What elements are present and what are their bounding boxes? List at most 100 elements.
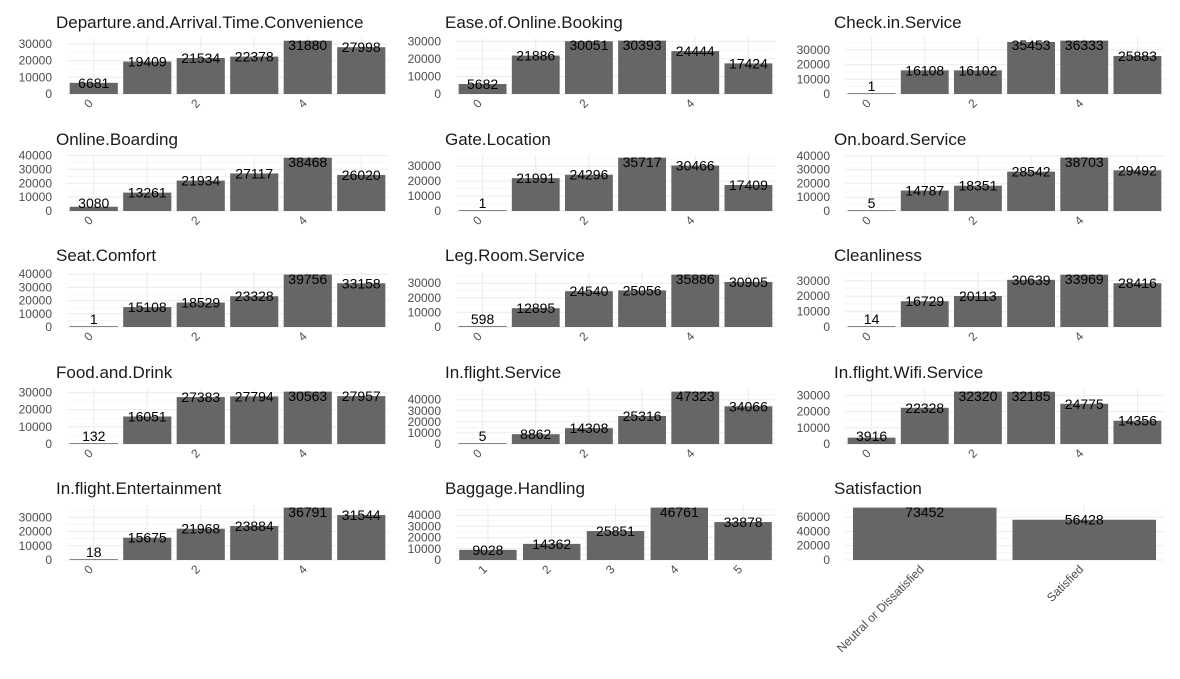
- x-tick-label: 2: [188, 213, 203, 228]
- y-tick-label: 0: [823, 437, 830, 451]
- x-tick-label: 4: [295, 329, 310, 344]
- bar-3: [618, 40, 667, 94]
- x-tick-label: 4: [667, 562, 682, 577]
- x-tick-label: 2: [188, 562, 203, 577]
- bar-3: [1007, 279, 1056, 327]
- y-tick-label: 30000: [19, 386, 53, 400]
- bar-4: [1060, 403, 1109, 444]
- y-tick-label: 30000: [408, 34, 442, 48]
- panel-title: In.flight.Service: [445, 363, 561, 382]
- panel-2: Ease.of.Online.Booking 0 10000 20000 30000 56…: [408, 13, 775, 111]
- bar-2: [176, 180, 225, 211]
- y-tick-label: 40000: [19, 149, 53, 163]
- bar-value-label: 73452: [905, 504, 944, 520]
- bar-0: [69, 206, 118, 211]
- x-tick-label: 2: [188, 329, 203, 344]
- bar-0: [458, 210, 507, 211]
- bar-value-label: 27957: [342, 388, 381, 404]
- panel-title: Check.in.Service: [834, 13, 962, 32]
- bar-5: [724, 63, 773, 94]
- bar-value-label: 38703: [1065, 154, 1104, 170]
- bar-5: [714, 522, 772, 560]
- bar-value-label: 33878: [724, 514, 763, 530]
- bar-4: [283, 274, 332, 327]
- panel-title: On.board.Service: [834, 130, 966, 149]
- x-tick-label: 4: [295, 213, 310, 228]
- bar-value-label: 5: [479, 428, 487, 444]
- bar-value-label: 36333: [1065, 37, 1104, 53]
- bar-value-label: 23328: [235, 288, 274, 304]
- y-tick-label: 20000: [408, 291, 442, 305]
- bar-value-label: 31544: [342, 507, 381, 523]
- x-tick-label: 4: [1072, 329, 1087, 344]
- panel-title: Food.and.Drink: [56, 363, 173, 382]
- x-tick-label: 4: [1072, 213, 1087, 228]
- bar-value-label: 19409: [128, 54, 167, 70]
- bar-5: [337, 396, 386, 444]
- bar-4: [1060, 274, 1109, 327]
- bar-value-label: 34066: [729, 398, 768, 414]
- bar-value-label: 3080: [78, 195, 109, 211]
- bar-1: [511, 178, 560, 211]
- y-tick-label: 0: [823, 87, 830, 101]
- bar-3: [230, 525, 279, 560]
- y-tick-label: 10000: [19, 539, 53, 553]
- x-tick-label: Satisfied: [1044, 562, 1086, 604]
- bar-3: [618, 157, 667, 211]
- bar-value-label: 35717: [623, 154, 662, 170]
- x-tick-label: 0: [470, 446, 485, 461]
- bar-value-label: 6681: [78, 75, 109, 91]
- y-tick-label: 60000: [797, 510, 831, 524]
- y-tick-label: 30000: [797, 163, 831, 177]
- x-tick-label: 3: [603, 562, 618, 577]
- bar-4: [1060, 157, 1109, 211]
- y-tick-label: 0: [434, 204, 441, 218]
- bar-value-label: 30051: [569, 37, 608, 53]
- bar-2: [176, 397, 225, 444]
- y-tick-label: 10000: [19, 420, 53, 434]
- x-tick-label: 2: [576, 96, 591, 111]
- bar-0: [69, 326, 118, 327]
- bar-value-label: 24296: [569, 167, 608, 183]
- bar-3: [1007, 171, 1056, 211]
- panel-1: Departure.and.Arrival.Time.Convenience 0 1…: [19, 13, 388, 111]
- bar-value-label: 21968: [181, 521, 220, 537]
- y-tick-label: 10000: [797, 305, 831, 319]
- x-tick-label: 2: [965, 329, 980, 344]
- y-tick-label: 10000: [797, 72, 831, 86]
- y-tick-label: 10000: [797, 190, 831, 204]
- bar-value-label: 14308: [569, 420, 608, 436]
- y-tick-label: 30000: [19, 510, 53, 524]
- x-tick-label: 2: [965, 96, 980, 111]
- bar-4: [283, 157, 332, 211]
- bar-0: [458, 443, 507, 444]
- bar-value-label: 13261: [128, 185, 167, 201]
- y-tick-label: 10000: [408, 542, 442, 556]
- x-tick-label: 0: [859, 329, 874, 344]
- x-tick-label: 0: [859, 213, 874, 228]
- bar-2: [953, 70, 1002, 94]
- bar-2: [953, 296, 1002, 327]
- bar-value-label: 26020: [342, 167, 381, 183]
- bar-3: [230, 56, 279, 94]
- y-tick-label: 0: [823, 553, 830, 567]
- bar-value-label: 5: [868, 195, 876, 211]
- bar-1: [900, 70, 949, 94]
- bar-5: [337, 174, 386, 211]
- panel-title: Baggage.Handling: [445, 479, 585, 498]
- bar-3: [230, 396, 279, 444]
- x-tick-label: 0: [81, 213, 96, 228]
- bar-value-label: 1: [868, 78, 876, 94]
- y-tick-label: 30000: [408, 276, 442, 290]
- bar-value-label: 28416: [1118, 275, 1157, 291]
- panel-6: On.board.Service010000200003000040000514…: [797, 130, 1164, 228]
- bar-value-label: 47323: [676, 388, 715, 404]
- bar-0: [69, 559, 118, 560]
- y-tick-label: 0: [45, 320, 52, 334]
